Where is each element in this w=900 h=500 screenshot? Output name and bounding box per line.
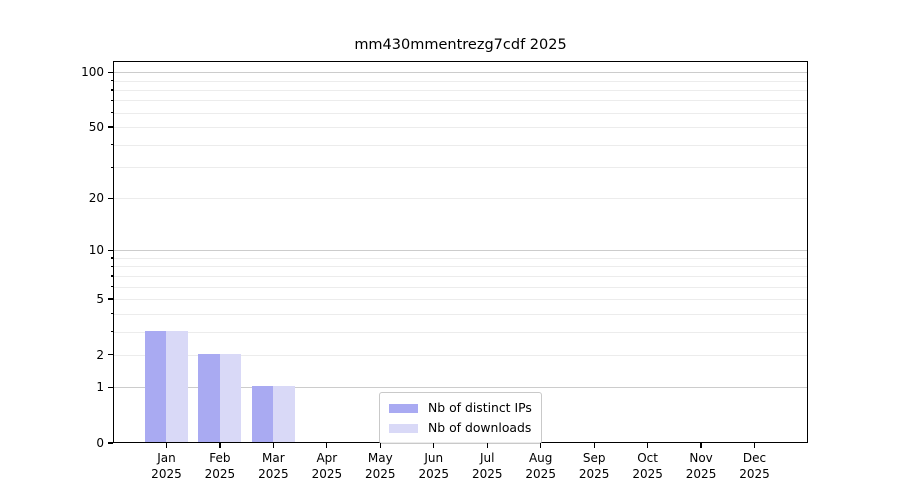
x-tick-label: Jul 2025 bbox=[471, 451, 503, 481]
gridline-minor bbox=[114, 89, 807, 91]
y-tick-minor bbox=[110, 257, 113, 259]
y-tick-minor bbox=[110, 112, 113, 114]
legend-row: Nb of downloads bbox=[389, 418, 532, 438]
y-tick bbox=[108, 249, 113, 251]
x-tick bbox=[540, 443, 542, 448]
gridline-minor bbox=[114, 100, 807, 102]
x-tick bbox=[486, 443, 488, 448]
gridline-minor bbox=[114, 331, 807, 333]
x-tick-label: Nov 2025 bbox=[685, 451, 717, 481]
gridline-minor bbox=[114, 198, 807, 200]
x-tick bbox=[647, 443, 649, 448]
y-tick-minor bbox=[110, 89, 113, 91]
y-tick-minor bbox=[110, 80, 113, 82]
legend-swatch-downloads bbox=[389, 423, 418, 433]
y-tick bbox=[108, 71, 113, 73]
x-tick bbox=[219, 443, 221, 448]
gridline-minor bbox=[114, 266, 807, 268]
y-tick bbox=[108, 197, 113, 199]
gridline-minor bbox=[114, 144, 807, 146]
x-tick bbox=[753, 443, 756, 448]
y-tick bbox=[108, 298, 113, 300]
x-tick-label: Mar 2025 bbox=[258, 451, 289, 481]
y-tick bbox=[108, 386, 113, 388]
gridline-minor bbox=[114, 286, 807, 288]
x-tick-label: Jan 2025 bbox=[151, 451, 182, 481]
x-tick-label: Aug 2025 bbox=[525, 451, 556, 481]
y-tick-minor bbox=[110, 275, 113, 277]
y-tick-minor bbox=[110, 331, 113, 333]
bar-distinct-ips bbox=[198, 353, 220, 442]
bar-distinct-ips bbox=[251, 386, 274, 442]
y-tick-label: 0 bbox=[96, 436, 104, 450]
legend-swatch-distinct-ips bbox=[389, 403, 418, 413]
y-tick-label: 100 bbox=[81, 65, 104, 80]
y-tick-minor bbox=[110, 144, 113, 146]
gridline-minor bbox=[114, 112, 807, 114]
x-tick-label: Jun 2025 bbox=[418, 451, 450, 481]
gridline-minor bbox=[114, 167, 807, 169]
x-tick bbox=[593, 443, 595, 448]
x-tick-label: Apr 2025 bbox=[311, 451, 343, 481]
legend-label: Nb of downloads bbox=[428, 420, 532, 435]
gridline-minor bbox=[114, 313, 807, 315]
bar-downloads bbox=[273, 386, 295, 442]
bar-distinct-ips bbox=[144, 330, 167, 442]
x-tick-label: Oct 2025 bbox=[632, 451, 663, 481]
chart-title: mm430mmentrezg7cdf 2025 bbox=[354, 37, 567, 53]
y-tick bbox=[108, 354, 113, 356]
x-tick-label: Feb 2025 bbox=[204, 451, 236, 481]
legend-label: Nb of distinct IPs bbox=[428, 400, 532, 415]
y-tick bbox=[108, 442, 113, 444]
x-tick bbox=[433, 443, 435, 448]
legend-row: Nb of distinct IPs bbox=[389, 398, 532, 418]
y-tick-minor bbox=[110, 286, 113, 288]
y-tick-label: 1 bbox=[96, 380, 104, 395]
gridline-minor bbox=[114, 275, 807, 277]
gridline-major bbox=[114, 250, 807, 252]
bar-downloads bbox=[166, 330, 188, 442]
x-tick-label: Sep 2025 bbox=[578, 451, 610, 481]
y-tick-label: 2 bbox=[96, 347, 104, 362]
y-tick-minor bbox=[110, 265, 113, 268]
x-tick bbox=[379, 443, 381, 448]
x-tick-label: May 2025 bbox=[365, 451, 396, 481]
gridline-major bbox=[114, 72, 807, 74]
y-tick-label: 20 bbox=[88, 191, 104, 206]
x-tick bbox=[272, 443, 274, 448]
legend: Nb of distinct IPs Nb of downloads bbox=[379, 392, 542, 444]
y-tick-minor bbox=[110, 313, 113, 315]
gridline-minor bbox=[114, 257, 807, 259]
gridline-minor bbox=[114, 127, 807, 129]
x-tick-label: Dec 2025 bbox=[739, 451, 770, 481]
x-tick bbox=[165, 443, 168, 448]
gridline-minor bbox=[114, 299, 807, 300]
plot-area: Nb of distinct IPs Nb of downloads bbox=[113, 61, 808, 444]
y-tick-label: 50 bbox=[88, 120, 104, 135]
y-tick-label: 5 bbox=[96, 292, 104, 306]
x-tick bbox=[700, 443, 702, 448]
y-tick-minor bbox=[110, 99, 113, 102]
gridline-minor bbox=[114, 80, 807, 82]
y-tick-minor bbox=[110, 166, 113, 168]
bar-downloads bbox=[219, 353, 242, 442]
y-tick bbox=[108, 126, 113, 128]
y-tick-label: 10 bbox=[88, 243, 104, 258]
x-tick bbox=[326, 443, 328, 448]
